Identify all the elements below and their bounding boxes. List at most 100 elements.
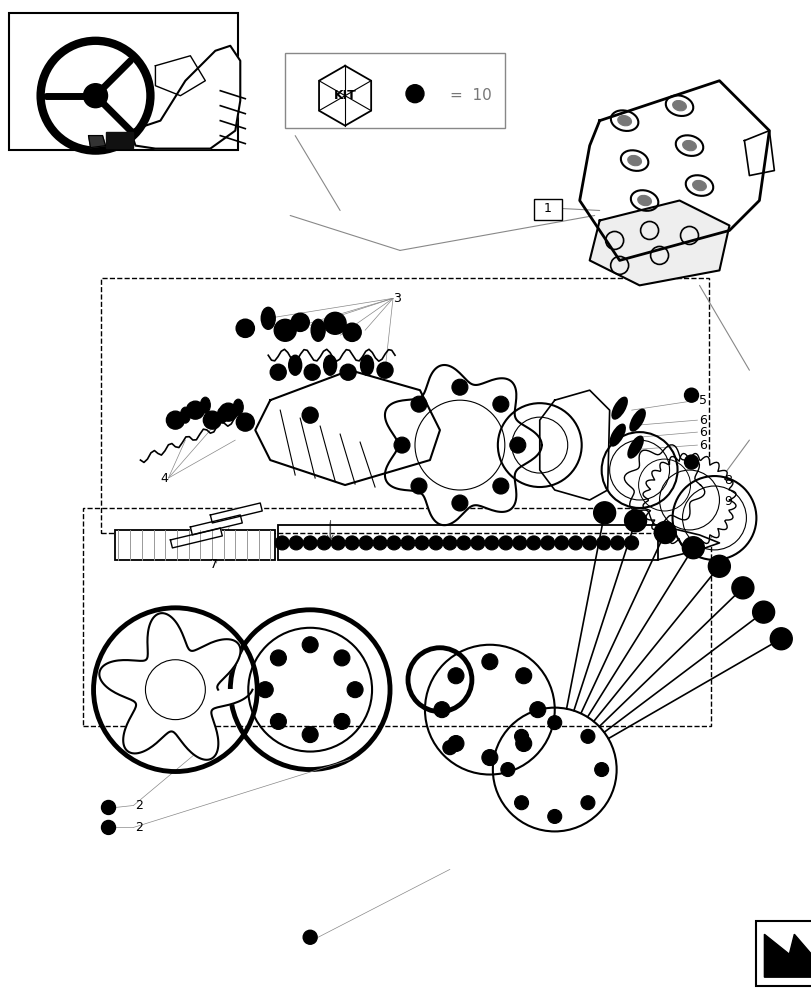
Circle shape xyxy=(289,536,303,550)
Circle shape xyxy=(406,85,423,103)
Ellipse shape xyxy=(628,436,642,458)
Ellipse shape xyxy=(324,355,337,375)
Circle shape xyxy=(770,628,792,650)
Polygon shape xyxy=(744,131,774,176)
Polygon shape xyxy=(190,515,242,535)
Circle shape xyxy=(275,536,289,550)
Circle shape xyxy=(442,536,457,550)
Circle shape xyxy=(610,536,624,550)
Text: =  10: = 10 xyxy=(449,88,491,103)
Bar xyxy=(278,525,657,560)
Circle shape xyxy=(401,536,414,550)
Ellipse shape xyxy=(629,409,644,431)
Polygon shape xyxy=(88,136,105,148)
Circle shape xyxy=(345,536,358,550)
Circle shape xyxy=(514,796,528,810)
Circle shape xyxy=(596,536,610,550)
Circle shape xyxy=(707,555,729,577)
Circle shape xyxy=(529,702,545,718)
Circle shape xyxy=(457,536,470,550)
Circle shape xyxy=(513,536,526,550)
Ellipse shape xyxy=(617,116,631,126)
Circle shape xyxy=(509,437,526,453)
Polygon shape xyxy=(210,503,262,523)
Circle shape xyxy=(279,324,291,336)
Text: 5: 5 xyxy=(698,394,706,407)
Circle shape xyxy=(452,379,467,395)
Circle shape xyxy=(295,317,305,327)
Polygon shape xyxy=(763,934,811,977)
Circle shape xyxy=(568,536,582,550)
Polygon shape xyxy=(657,525,719,560)
Ellipse shape xyxy=(200,397,210,413)
Text: 2: 2 xyxy=(135,821,144,834)
Ellipse shape xyxy=(217,407,227,423)
Circle shape xyxy=(515,668,531,684)
Circle shape xyxy=(274,319,296,341)
Circle shape xyxy=(303,930,317,944)
Circle shape xyxy=(236,319,254,337)
Circle shape xyxy=(526,536,540,550)
Circle shape xyxy=(236,413,254,431)
Bar xyxy=(285,53,504,128)
Circle shape xyxy=(376,362,393,378)
Circle shape xyxy=(166,411,184,429)
Circle shape xyxy=(481,654,497,670)
Circle shape xyxy=(580,796,594,810)
Bar xyxy=(115,530,275,560)
Circle shape xyxy=(84,84,107,108)
Polygon shape xyxy=(539,390,609,500)
Circle shape xyxy=(624,510,646,532)
Text: 3: 3 xyxy=(393,292,401,305)
Polygon shape xyxy=(589,201,728,285)
Ellipse shape xyxy=(682,140,696,151)
Circle shape xyxy=(498,536,513,550)
Circle shape xyxy=(302,727,318,743)
Text: 7: 7 xyxy=(210,558,218,571)
Ellipse shape xyxy=(311,319,324,341)
Circle shape xyxy=(654,522,676,543)
Circle shape xyxy=(540,536,554,550)
Circle shape xyxy=(554,536,568,550)
Ellipse shape xyxy=(261,307,275,329)
Ellipse shape xyxy=(360,355,373,375)
Circle shape xyxy=(372,536,387,550)
Circle shape xyxy=(514,729,528,743)
Circle shape xyxy=(414,536,428,550)
Circle shape xyxy=(410,478,427,494)
Circle shape xyxy=(593,502,615,524)
Circle shape xyxy=(492,478,508,494)
Ellipse shape xyxy=(627,155,641,166)
Circle shape xyxy=(410,396,427,412)
Circle shape xyxy=(448,668,463,684)
Circle shape xyxy=(270,650,286,666)
Circle shape xyxy=(500,763,514,777)
Ellipse shape xyxy=(692,180,706,191)
Bar xyxy=(533,199,561,220)
Circle shape xyxy=(317,536,331,550)
Circle shape xyxy=(101,800,115,814)
Circle shape xyxy=(240,323,250,333)
Circle shape xyxy=(582,536,596,550)
Circle shape xyxy=(203,411,221,429)
Ellipse shape xyxy=(180,407,190,423)
Ellipse shape xyxy=(610,424,624,446)
Circle shape xyxy=(187,401,204,419)
Circle shape xyxy=(302,407,318,423)
Bar xyxy=(756,921,811,986)
Ellipse shape xyxy=(233,399,243,415)
Circle shape xyxy=(328,317,341,329)
Circle shape xyxy=(331,536,345,550)
Circle shape xyxy=(492,396,508,412)
Polygon shape xyxy=(131,46,240,149)
Circle shape xyxy=(684,455,697,469)
Circle shape xyxy=(547,716,561,730)
Circle shape xyxy=(324,312,345,334)
Polygon shape xyxy=(170,528,222,548)
Ellipse shape xyxy=(289,355,302,375)
Circle shape xyxy=(302,637,318,653)
Circle shape xyxy=(442,741,457,755)
Ellipse shape xyxy=(611,397,626,419)
Circle shape xyxy=(346,327,357,337)
Circle shape xyxy=(358,536,372,550)
